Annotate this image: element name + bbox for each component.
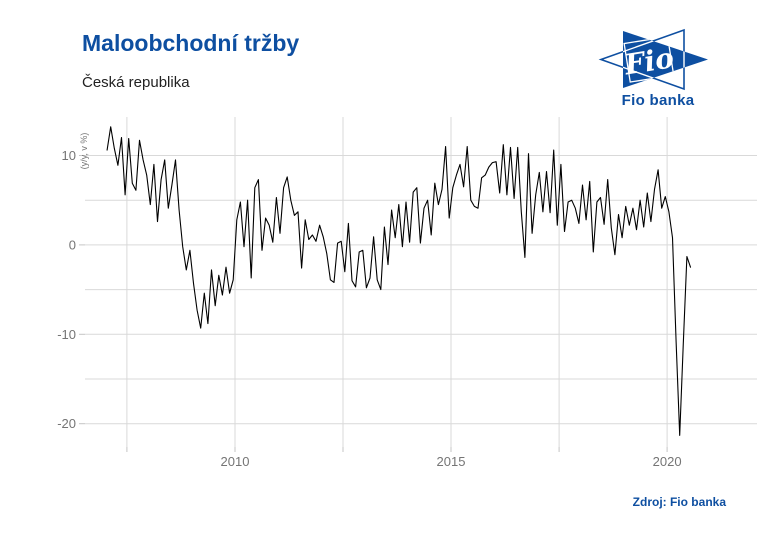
logo-monogram: Fio (621, 41, 676, 81)
y-tick-label: -10 (57, 327, 76, 342)
x-tick-label: 2015 (437, 454, 466, 469)
logo-caption: Fio banka (621, 92, 695, 109)
y-axis-unit-label: (y/y, v %) (79, 132, 89, 170)
page-title: Maloobchodní tržby (82, 30, 300, 56)
x-tick-label: 2010 (221, 454, 250, 469)
fio-logo: Fio (596, 22, 720, 116)
logo-crossing-edges-icon (623, 31, 685, 88)
fio-logo-graphic: Fio (598, 28, 708, 91)
source-label: Zdroj: Fio banka (632, 495, 726, 509)
logo-right-arrow-icon (623, 31, 708, 88)
y-tick-label: 10 (62, 148, 76, 163)
data-line (106, 126, 692, 436)
x-tick-label: 2020 (653, 454, 682, 469)
y-tick-label: -20 (57, 416, 76, 431)
y-tick-label: 0 (69, 237, 76, 252)
page-subtitle: Česká republika (82, 74, 190, 91)
